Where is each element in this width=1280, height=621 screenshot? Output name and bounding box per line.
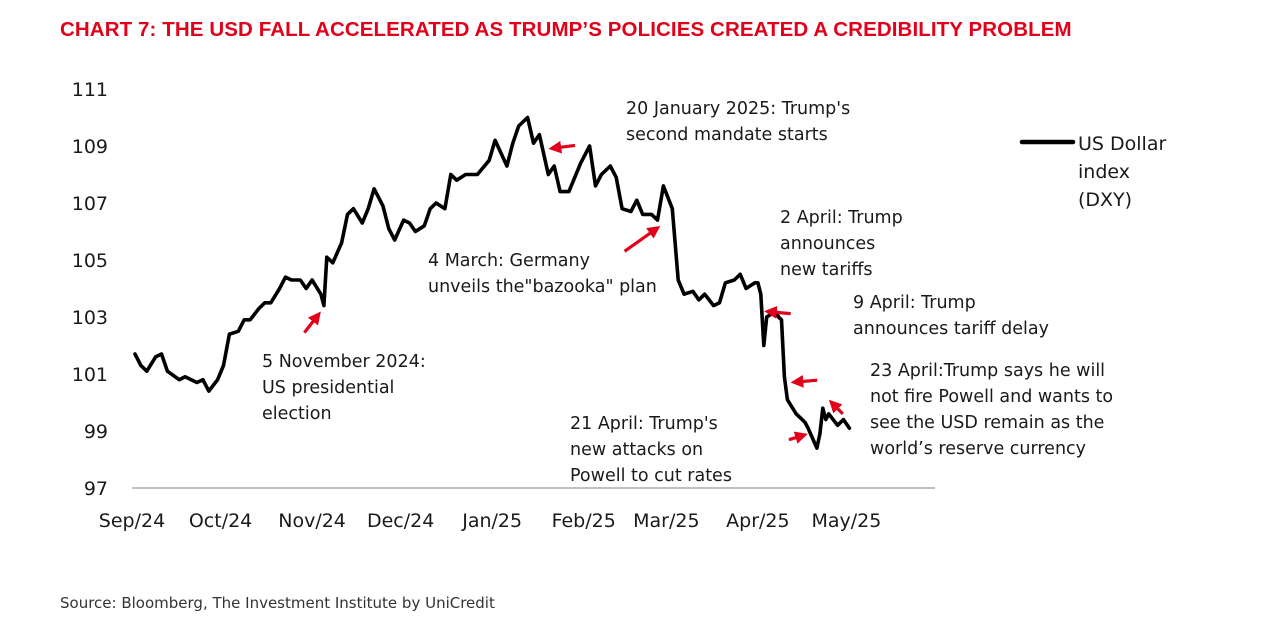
x-tick-label: Apr/25 [726,510,789,532]
annotation: 20 January 2025: Trump's second mandate s… [548,99,850,154]
annotation-text: announces [780,234,875,254]
y-tick-label: 99 [84,421,108,443]
annotation-arrow [303,311,321,334]
annotation-text: 9 April: Trump [853,293,976,313]
chart-title: CHART 7: THE USD FALL ACCELERATED AS TRU… [60,18,1072,41]
annotation-text: see the USD remain as the [870,413,1104,433]
annotation-text: Powell to cut rates [570,466,732,486]
annotation-text: election [262,404,332,424]
annotation: 4 March: Germany unveils the"bazooka" pla… [428,225,661,297]
annotation-arrow [623,225,661,253]
annotation-text: second mandate starts [626,125,828,145]
y-tick-label: 111 [72,79,108,101]
annotation-text: 2 April: Trump [780,208,903,228]
annotation-text: announces tariff delay [853,319,1049,339]
series-line [133,115,852,450]
legend-label: US Dollar [1078,133,1166,155]
annotation-layer: 20 January 2025: Trump's second mandate s… [262,99,1113,486]
annotation-arrow [790,375,818,388]
y-tick-label: 105 [72,250,108,272]
annotation-text: 5 November 2024: [262,352,426,372]
annotation-arrow [764,306,791,319]
x-tick-label: Oct/24 [189,510,252,532]
annotation-text: unveils the"bazooka" plan [428,277,657,297]
y-axis: 97 99 101 103 105 107 109 111 [72,79,108,500]
annotation: 21 April: Trump's new attacks on Powell to… [570,414,808,486]
annotation: 9 April: Trump announces tariff delay [790,293,1049,388]
source-note: Source: Bloomberg, The Investment Instit… [60,594,495,612]
y-tick-label: 107 [72,193,108,215]
x-tick-label: Dec/24 [367,510,434,532]
annotation-text: new attacks on [570,440,703,460]
annotation: 5 November 2024: US presidential election [262,311,426,424]
annotation-text: new tariffs [780,260,873,280]
annotation-text: 21 April: Trump's [570,414,718,434]
x-tick-label: Sep/24 [99,510,165,532]
annotation-text: US presidential [262,378,394,398]
annotation-text: not fire Powell and wants to [870,387,1113,407]
legend-label: (DXY) [1078,189,1132,211]
series-layer [133,115,852,450]
y-tick-label: 103 [72,307,108,329]
x-tick-label: Jan/25 [461,510,522,532]
annotation-arrow [548,140,576,154]
x-axis: Sep/24 Oct/24 Nov/24 Dec/24 Jan/25 Feb/25 Mar/… [99,487,935,532]
x-tick-label: Mar/25 [633,510,699,532]
x-tick-label: May/25 [812,510,882,532]
annotation: 2 April: Trump announces new tariffs [764,208,903,319]
y-tick-label: 101 [72,364,108,386]
legend: US Dollar index (DXY) [1019,133,1166,211]
annotation-text: world’s reserve currency [870,439,1086,459]
annotation-arrow [788,431,808,444]
y-tick-label: 109 [72,136,108,158]
x-tick-label: Nov/24 [278,510,346,532]
annotation: 23 April:Trump says he will not fire Powe… [828,361,1113,459]
annotation-arrow [828,399,844,416]
legend-label: index [1078,161,1130,183]
annotation-text: 4 March: Germany [428,251,590,271]
x-tick-label: Feb/25 [552,510,616,532]
annotation-text: 20 January 2025: Trump's [626,99,850,119]
y-tick-label: 97 [84,478,108,500]
annotation-text: 23 April:Trump says he will [870,361,1105,381]
